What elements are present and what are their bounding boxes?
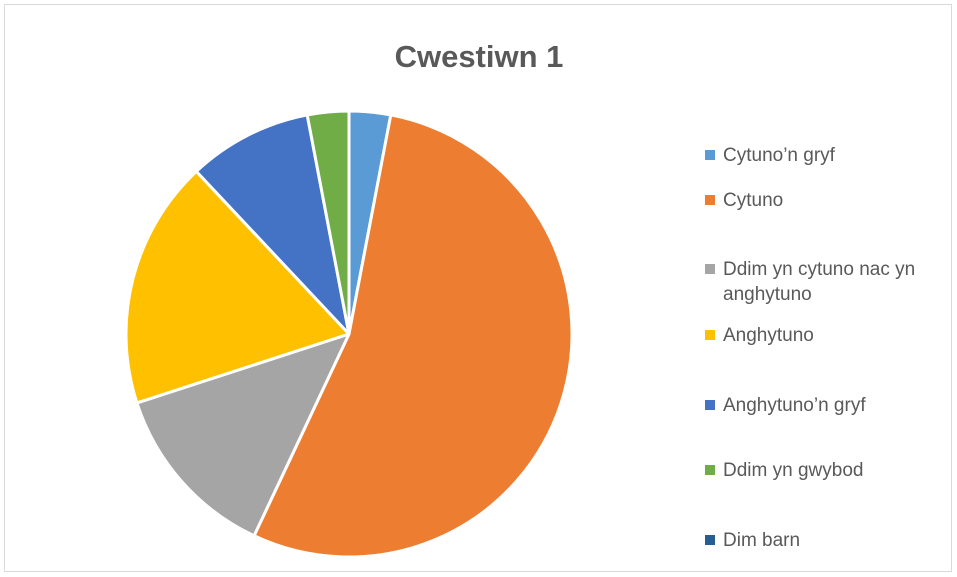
legend-swatch: [705, 465, 715, 475]
legend-item: Anghytuno’n gryf: [705, 393, 945, 418]
legend-label: Anghytuno’n gryf: [723, 395, 866, 416]
legend-swatch: [705, 535, 715, 545]
legend-swatch: [705, 330, 715, 340]
pie-slice-5: [305, 109, 351, 336]
pie-slice-3: [124, 169, 351, 405]
legend-item: Ddim yn cytuno nac yn anghytuno: [705, 257, 945, 307]
chart-frame: Cwestiwn 1 Cytuno’n gryf Cytuno Ddim yn cy…: [4, 4, 952, 572]
legend-item: Ddim yn gwybod: [705, 458, 945, 483]
legend-swatch: [705, 195, 715, 205]
legend-label: Cytuno’n gryf: [723, 145, 835, 166]
legend-swatch: [705, 264, 715, 274]
pie-slice-4: [194, 113, 351, 336]
legend-item: Dim barn: [705, 528, 945, 553]
chart-title: Cwestiwn 1: [394, 39, 564, 74]
legend-item: Anghytuno: [705, 323, 945, 348]
legend-label: Anghytuno: [723, 325, 814, 346]
legend-label: Cytuno: [723, 190, 784, 211]
legend-label: Ddim yn gwybod: [723, 460, 864, 481]
pie-slice-1: [252, 113, 574, 559]
legend-swatch: [705, 400, 715, 410]
pie-slice-2: [135, 332, 351, 538]
legend-item: Cytuno: [705, 188, 945, 213]
legend-label: Dim barn: [723, 530, 801, 551]
legend-swatch: [705, 150, 715, 160]
pie-chart: [124, 109, 574, 559]
legend-item: Cytuno’n gryf: [705, 143, 945, 168]
legend-label: Ddim yn cytuno nac yn anghytuno: [723, 259, 916, 305]
